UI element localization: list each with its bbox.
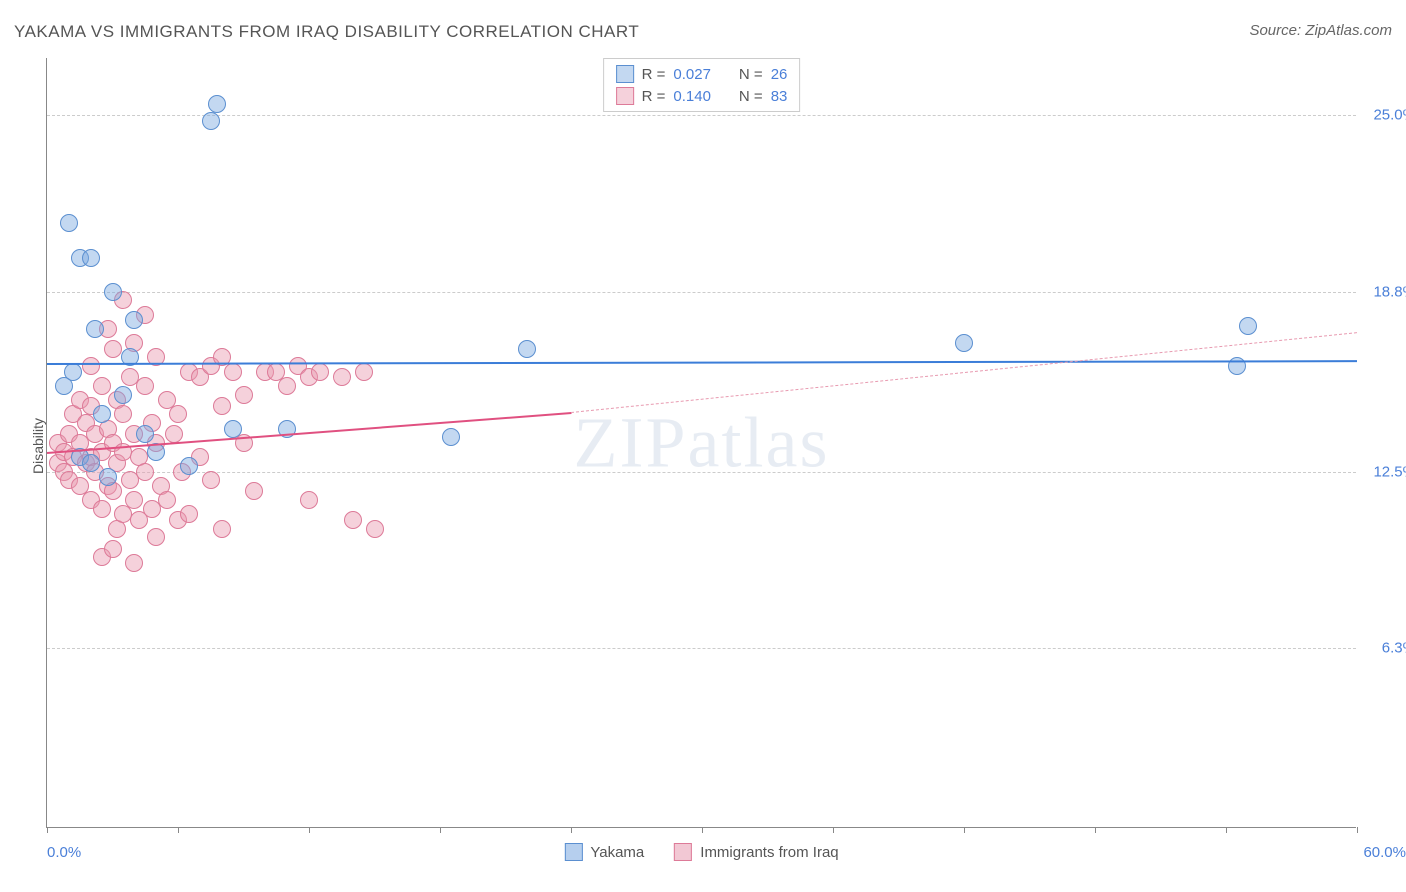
- trend-line: [47, 360, 1357, 365]
- scatter-point: [82, 357, 100, 375]
- scatter-point: [136, 463, 154, 481]
- x-tick: [178, 827, 179, 833]
- scatter-point: [114, 386, 132, 404]
- scatter-point: [202, 471, 220, 489]
- y-tick-label: 6.3%: [1361, 640, 1406, 657]
- y-tick-label: 12.5%: [1361, 463, 1406, 480]
- x-tick: [1357, 827, 1358, 833]
- legend-label: Yakama: [590, 844, 644, 861]
- legend-stats-row: R = 0.140 N = 83: [616, 85, 788, 107]
- x-axis-label: 60.0%: [1363, 844, 1406, 861]
- scatter-point: [104, 540, 122, 558]
- scatter-point: [955, 334, 973, 352]
- chart-header: YAKAMA VS IMMIGRANTS FROM IRAQ DISABILIT…: [14, 22, 1392, 52]
- gridline: [47, 115, 1356, 116]
- scatter-point: [202, 112, 220, 130]
- x-tick: [1095, 827, 1096, 833]
- scatter-point: [442, 428, 460, 446]
- scatter-point: [1239, 317, 1257, 335]
- scatter-point: [86, 320, 104, 338]
- scatter-point: [55, 377, 73, 395]
- scatter-point: [136, 377, 154, 395]
- correlation-legend: R = 0.027 N = 26 R = 0.140 N = 83: [603, 58, 801, 112]
- x-tick: [47, 827, 48, 833]
- scatter-point: [125, 311, 143, 329]
- scatter-point: [224, 363, 242, 381]
- scatter-point: [60, 214, 78, 232]
- scatter-point: [93, 377, 111, 395]
- scatter-point: [82, 249, 100, 267]
- x-tick: [440, 827, 441, 833]
- r-value: 0.027: [673, 66, 711, 83]
- r-label: R =: [642, 88, 666, 105]
- scatter-point: [136, 425, 154, 443]
- scatter-point: [180, 457, 198, 475]
- scatter-point: [125, 554, 143, 572]
- scatter-point: [165, 425, 183, 443]
- y-tick-label: 25.0%: [1361, 107, 1406, 124]
- scatter-point: [311, 363, 329, 381]
- scatter-point: [180, 505, 198, 523]
- x-tick: [571, 827, 572, 833]
- legend-swatch: [564, 843, 582, 861]
- scatter-point: [93, 500, 111, 518]
- legend-swatch: [616, 65, 634, 83]
- n-value: 26: [771, 66, 788, 83]
- n-label: N =: [739, 88, 763, 105]
- gridline: [47, 472, 1356, 473]
- n-value: 83: [771, 88, 788, 105]
- x-tick: [702, 827, 703, 833]
- gridline: [47, 648, 1356, 649]
- scatter-point: [224, 420, 242, 438]
- scatter-point: [235, 386, 253, 404]
- scatter-point: [344, 511, 362, 529]
- scatter-point: [158, 491, 176, 509]
- scatter-point: [169, 405, 187, 423]
- n-label: N =: [739, 66, 763, 83]
- legend-stats-row: R = 0.027 N = 26: [616, 63, 788, 85]
- y-axis-label: Disability: [30, 418, 46, 474]
- scatter-point: [147, 528, 165, 546]
- scatter-point: [300, 491, 318, 509]
- y-tick-label: 18.8%: [1361, 283, 1406, 300]
- series-legend: Yakama Immigrants from Iraq: [564, 843, 838, 861]
- scatter-point: [82, 454, 100, 472]
- x-tick: [309, 827, 310, 833]
- scatter-point: [366, 520, 384, 538]
- scatter-point: [213, 397, 231, 415]
- legend-item: Yakama: [564, 843, 644, 861]
- scatter-point: [99, 468, 117, 486]
- scatter-point: [333, 368, 351, 386]
- r-label: R =: [642, 66, 666, 83]
- scatter-point: [93, 405, 111, 423]
- scatter-point: [278, 377, 296, 395]
- scatter-point: [355, 363, 373, 381]
- x-tick: [964, 827, 965, 833]
- legend-label: Immigrants from Iraq: [700, 844, 838, 861]
- scatter-point: [208, 95, 226, 113]
- source-label: Source: ZipAtlas.com: [1249, 22, 1392, 39]
- x-axis-label: 0.0%: [47, 844, 81, 861]
- scatter-point: [104, 340, 122, 358]
- scatter-point: [125, 491, 143, 509]
- x-tick: [833, 827, 834, 833]
- scatter-point: [213, 520, 231, 538]
- r-value: 0.140: [673, 88, 711, 105]
- legend-swatch: [616, 87, 634, 105]
- x-tick: [1226, 827, 1227, 833]
- scatter-point: [114, 405, 132, 423]
- legend-swatch: [674, 843, 692, 861]
- gridline: [47, 292, 1356, 293]
- chart-title: YAKAMA VS IMMIGRANTS FROM IRAQ DISABILIT…: [14, 22, 639, 41]
- legend-item: Immigrants from Iraq: [674, 843, 838, 861]
- scatter-point: [518, 340, 536, 358]
- chart-plot-area: ZIPatlas R = 0.027N = 26R = 0.140N = 83 …: [46, 58, 1356, 828]
- scatter-point: [104, 283, 122, 301]
- scatter-point: [245, 482, 263, 500]
